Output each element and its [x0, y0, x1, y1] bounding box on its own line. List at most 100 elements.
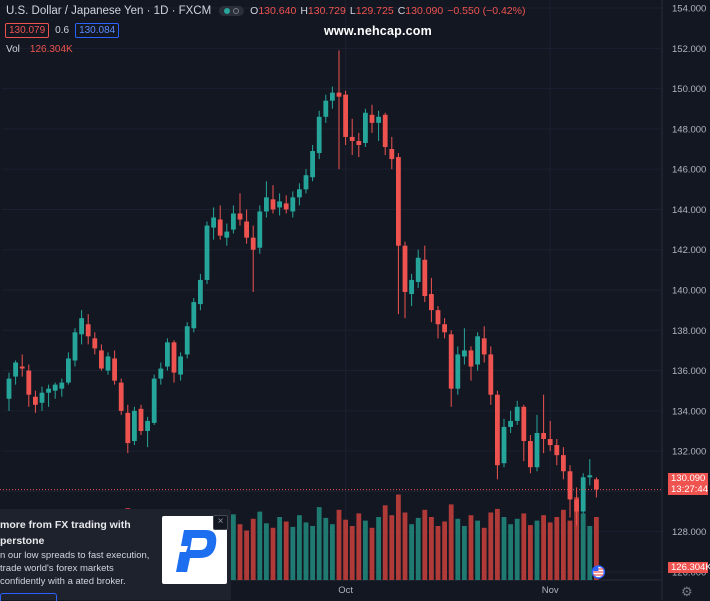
candle-body [184, 326, 190, 355]
volume-bar [382, 505, 388, 580]
candle-body [244, 221, 249, 238]
candle-body [39, 392, 45, 403]
candle-body [574, 499, 579, 512]
candle-body [151, 378, 157, 423]
pepperstone-logo-icon[interactable] [162, 516, 227, 584]
candle-body [547, 439, 553, 446]
candle-body [99, 350, 104, 369]
candle-body [528, 441, 533, 468]
candle-body [13, 362, 18, 377]
price-tick-label: 148.000 [672, 124, 706, 135]
volume-bar [501, 517, 507, 580]
last-price-label: 130.090 [668, 473, 708, 484]
spread-value: 0.6 [55, 25, 70, 36]
volume-bar [541, 515, 546, 580]
promo-button[interactable] [0, 593, 57, 601]
candle-body [382, 114, 388, 148]
candle-body [231, 213, 236, 230]
price-tick-label: 138.000 [672, 326, 706, 337]
candle-body [488, 354, 494, 395]
price-tick-label: 152.000 [672, 44, 706, 55]
volume-bar [514, 518, 520, 580]
volume-bar [396, 494, 401, 580]
open-value: 130.640 [258, 5, 297, 17]
candle-body [594, 479, 599, 490]
volume-bar [475, 520, 480, 580]
symbol-title[interactable]: U.S. Dollar / Japanese Yen · 1D · FXCM [6, 5, 212, 17]
candle-body [580, 477, 586, 512]
candle-body [72, 332, 78, 361]
candle-body [171, 342, 177, 373]
candle-body [501, 426, 507, 464]
volume-bar [244, 530, 249, 580]
close-icon[interactable]: × [213, 515, 228, 530]
promo-banner[interactable]: more from FX trading with perstone n our… [0, 509, 231, 601]
volume-bar [448, 504, 454, 580]
candle-body [330, 92, 335, 101]
candle-body [250, 237, 256, 250]
volume-bar [237, 524, 243, 580]
volume-bar [290, 526, 296, 580]
ohlc-readout: O130.640 H130.729 L129.725 C130.090 −0.5… [250, 5, 526, 17]
sell-button[interactable]: 130.079 [5, 23, 50, 38]
promo-text: n our low spreads to fast execution, tra… [0, 550, 150, 587]
candle-body [435, 310, 441, 325]
price-tick-label: 136.000 [672, 366, 706, 377]
volume-bar [343, 519, 348, 580]
price-tick-label: 150.000 [672, 84, 706, 95]
candle-body [59, 382, 65, 389]
volume-bar [468, 515, 474, 580]
high-value: 130.729 [307, 5, 346, 17]
candle-body [112, 358, 117, 381]
volume-bar [323, 517, 329, 580]
volume-bar [297, 515, 302, 580]
price-tick-label: 140.000 [672, 286, 706, 297]
candle-body [561, 455, 566, 472]
volume-bar [580, 513, 586, 580]
candle-body [363, 112, 368, 143]
candle-body [132, 410, 137, 442]
candle-body [534, 432, 540, 468]
candle-body [105, 356, 111, 371]
volume-bar [587, 526, 593, 580]
volume-bar [277, 517, 282, 580]
candle-body [422, 259, 428, 297]
volume-bar [402, 512, 408, 580]
candle-body [349, 136, 355, 141]
buy-button[interactable]: 130.084 [75, 23, 120, 38]
candle-body [178, 356, 183, 375]
candle-body [369, 114, 375, 123]
volume-bar [376, 517, 381, 580]
price-tick-label: 128.000 [672, 527, 706, 538]
candle-body [26, 370, 32, 395]
candle-body [481, 338, 487, 355]
candle-body [303, 175, 309, 190]
volume-label[interactable]: Vol [6, 44, 20, 55]
candle-body [66, 358, 71, 383]
candle-body [257, 211, 263, 248]
candle-body [52, 384, 58, 391]
gear-icon[interactable]: ⚙ [681, 584, 693, 599]
candle-body [125, 412, 131, 444]
price-tick-label: 154.000 [672, 4, 706, 15]
candle-body [429, 294, 434, 311]
candle-body [508, 420, 513, 427]
candle-body [495, 394, 500, 466]
volume-bar [495, 508, 500, 580]
market-status-dots-icon[interactable] [219, 6, 245, 16]
candle-body [567, 471, 573, 500]
volume-bar [363, 520, 368, 580]
candle-body [92, 338, 98, 349]
candle-body [343, 94, 348, 137]
volume-bar [567, 520, 573, 580]
us-flag-icon [591, 565, 606, 579]
price-tick-label: 144.000 [672, 205, 706, 216]
candle-body [145, 420, 150, 431]
volume-bar [316, 507, 322, 580]
candle-body [409, 279, 414, 295]
low-value: 129.725 [355, 5, 394, 17]
volume-value: 126.304K [29, 44, 73, 55]
promo-title: more from FX trading with perstone [0, 519, 131, 547]
volume-bar [574, 497, 579, 580]
